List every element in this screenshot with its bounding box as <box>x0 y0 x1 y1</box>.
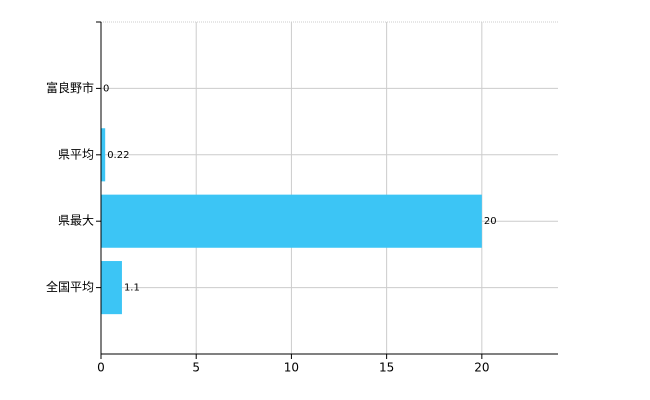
bar <box>101 128 106 182</box>
x-tick-label: 10 <box>284 361 299 375</box>
value-label: 0.22 <box>107 150 129 161</box>
x-tick-label: 20 <box>474 361 489 375</box>
y-tick-label: 県平均 <box>58 147 94 161</box>
y-tick-label: 県最大 <box>58 214 94 228</box>
y-tick-label: 全国平均 <box>46 279 94 294</box>
y-tick-label: 富良野市 <box>46 80 94 95</box>
value-label: 1.1 <box>124 283 140 294</box>
x-tick-label: 5 <box>192 361 200 375</box>
value-label: 20 <box>484 216 497 227</box>
bar <box>101 261 122 315</box>
value-label: 0 <box>103 83 109 94</box>
x-tick-label: 15 <box>379 361 394 375</box>
x-tick-label: 0 <box>97 361 105 375</box>
bar <box>101 194 482 248</box>
